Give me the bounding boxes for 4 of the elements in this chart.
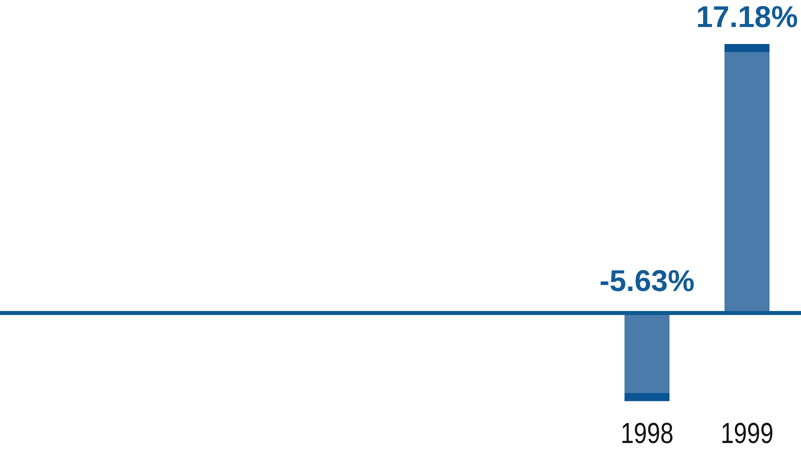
x-tick-label: 1998 — [620, 416, 674, 450]
data-label: -5.63% — [599, 265, 695, 298]
data-label: 17.18% — [696, 1, 798, 34]
x-tick-label: 1999 — [720, 416, 774, 450]
